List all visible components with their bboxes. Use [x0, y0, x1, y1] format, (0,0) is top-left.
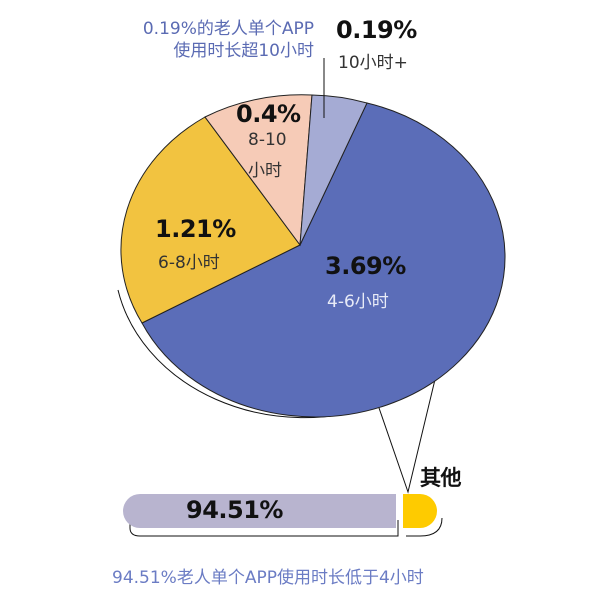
top-note-line1: 0.19%的老人单个APP: [142, 19, 314, 39]
slice-8-10h: [204, 94, 313, 247]
slice-pct-8-10h: 0.4%: [236, 100, 301, 128]
slice-label-8-10h-line1: 8-10: [248, 130, 287, 150]
slice-label-6-8h: 6-8小时: [158, 253, 220, 273]
other-label: 其他: [420, 466, 462, 490]
bar-main-pct: 94.51%: [186, 496, 283, 524]
footer-note: 94.51%老人单个APP使用时长低于4小时: [112, 568, 424, 588]
slice-label-8-10h-line2: 小时: [248, 161, 282, 181]
top-note-line2: 使用时长超10小时: [173, 41, 314, 61]
slice-10h-plus: [299, 94, 368, 246]
slice-pct-10h-plus: 0.19%: [336, 16, 417, 44]
slice-label-4-6h: 4-6小时: [327, 292, 389, 312]
top-note: 0.19%的老人单个APP 使用时长超10小时: [88, 18, 314, 62]
bar-other: [403, 494, 437, 528]
slice-pct-6-8h: 1.21%: [155, 215, 236, 243]
slice-pct-4-6h: 3.69%: [325, 252, 406, 280]
slice-label-10h-plus: 10小时+: [338, 53, 408, 73]
slice-4-6h: [141, 102, 506, 418]
bar-main: [123, 494, 396, 528]
slice-6-8h: [120, 116, 301, 324]
